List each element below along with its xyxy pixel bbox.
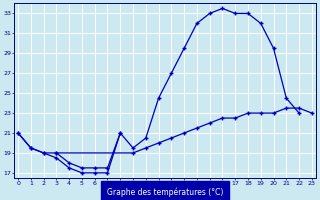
X-axis label: Graphe des températures (°C): Graphe des températures (°C): [107, 187, 223, 197]
